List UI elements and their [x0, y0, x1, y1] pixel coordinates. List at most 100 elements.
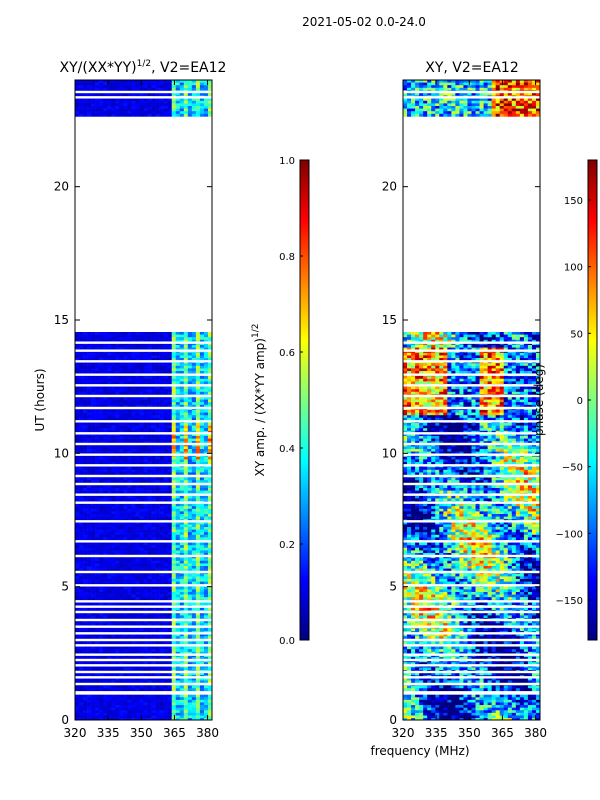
heatmap-cell	[207, 441, 212, 445]
heatmap-cell	[203, 612, 209, 616]
heatmap-cell	[131, 651, 136, 655]
heatmap-cell	[87, 607, 92, 611]
heatmap-cell	[143, 355, 148, 359]
heatmap-cell	[203, 459, 209, 463]
heatmap-cell	[131, 477, 136, 481]
heatmap-cell	[171, 542, 177, 546]
heatmap-cell	[167, 633, 173, 637]
heatmap-cell	[175, 339, 181, 343]
heatmap-cell	[87, 697, 92, 701]
heatmap-cell	[79, 425, 84, 429]
heatmap-cell	[139, 498, 144, 502]
heatmap-cell	[75, 537, 80, 541]
heatmap-cell	[87, 712, 92, 716]
heatmap-cell	[127, 527, 132, 530]
heatmap-cell	[123, 443, 128, 447]
heatmap-cell	[135, 358, 140, 361]
heatmap-cell	[79, 516, 84, 520]
heatmap-cell	[91, 511, 96, 515]
heatmap-cell	[119, 651, 124, 655]
heatmap-cell	[195, 425, 201, 429]
heatmap-cell	[207, 472, 212, 476]
heatmap-cell	[127, 446, 132, 450]
heatmap-cell	[159, 718, 164, 720]
heatmap-cell	[203, 534, 209, 538]
heatmap-cell	[147, 490, 152, 494]
heatmap-cell	[171, 705, 177, 708]
heatmap-cell	[179, 576, 185, 580]
heatmap-cell	[119, 547, 124, 551]
heatmap-cell	[87, 467, 92, 471]
heatmap-cell	[87, 553, 92, 556]
heatmap-cell	[203, 524, 209, 528]
heatmap-cell	[187, 347, 193, 351]
heatmap-cell	[195, 459, 201, 463]
heatmap-cell	[99, 527, 104, 530]
heatmap-cell	[151, 699, 156, 703]
heatmap-cell	[179, 365, 185, 369]
heatmap-cell	[159, 677, 164, 681]
heatmap-cell	[179, 433, 185, 437]
heatmap-cell	[91, 589, 96, 593]
heatmap-cell	[171, 495, 177, 499]
heatmap-cell	[83, 352, 88, 356]
heatmap-cell	[143, 402, 148, 406]
heatmap-cell	[131, 438, 136, 442]
heatmap-cell	[203, 339, 209, 343]
heatmap-cell	[135, 503, 140, 507]
heatmap-cell	[83, 459, 88, 463]
heatmap-cell	[187, 620, 193, 624]
heatmap-cell	[135, 495, 140, 499]
heatmap-cell	[199, 628, 205, 632]
heatmap-cell	[79, 715, 84, 719]
heatmap-cell	[167, 550, 173, 554]
heatmap-cell	[207, 702, 212, 706]
heatmap-cell	[183, 594, 189, 598]
heatmap-cell	[111, 368, 116, 372]
heatmap-cell	[99, 694, 104, 698]
heatmap-cell	[135, 449, 140, 452]
heatmap-cell	[91, 545, 96, 549]
heatmap-cell	[147, 397, 152, 400]
heatmap-cell	[123, 347, 128, 351]
heatmap-cell	[119, 506, 124, 510]
heatmap-cell	[155, 365, 160, 369]
heatmap-cell	[171, 581, 177, 585]
heatmap-cell	[195, 594, 201, 598]
heatmap-cell	[163, 404, 168, 408]
heatmap-cell	[111, 459, 116, 463]
heatmap-cell	[195, 633, 201, 637]
heatmap-cell	[107, 615, 112, 619]
heatmap-cell	[139, 620, 144, 624]
heatmap-cell	[207, 371, 212, 374]
heatmap-cell	[135, 573, 140, 577]
heatmap-cell	[131, 579, 136, 582]
heatmap-cell	[119, 438, 124, 442]
heatmap-cell	[131, 529, 136, 533]
heatmap-cell	[195, 332, 201, 335]
heatmap-cell	[83, 641, 88, 645]
heatmap-cell	[147, 516, 152, 520]
heatmap-cell	[147, 378, 152, 382]
heatmap-cell	[183, 636, 189, 640]
heatmap-cell	[131, 378, 136, 382]
heatmap-cell	[123, 707, 128, 711]
heatmap-cell	[143, 415, 148, 419]
heatmap-cell	[83, 677, 88, 681]
heatmap-cell	[195, 397, 201, 400]
heatmap-cell	[75, 449, 80, 452]
heatmap-cell	[199, 697, 205, 701]
heatmap-cell	[171, 506, 177, 510]
heatmap-cell	[155, 404, 160, 408]
heatmap-cell	[115, 363, 120, 367]
heatmap-cell	[111, 490, 116, 494]
heatmap-cell	[199, 477, 205, 481]
heatmap-cell	[115, 508, 120, 512]
heatmap-cell	[115, 449, 120, 452]
heatmap-cell	[171, 662, 177, 666]
heatmap-cell	[195, 358, 201, 361]
heatmap-cell	[115, 576, 120, 580]
heatmap-cell	[175, 542, 181, 546]
heatmap-cell	[83, 425, 88, 429]
heatmap-cell	[75, 563, 80, 567]
